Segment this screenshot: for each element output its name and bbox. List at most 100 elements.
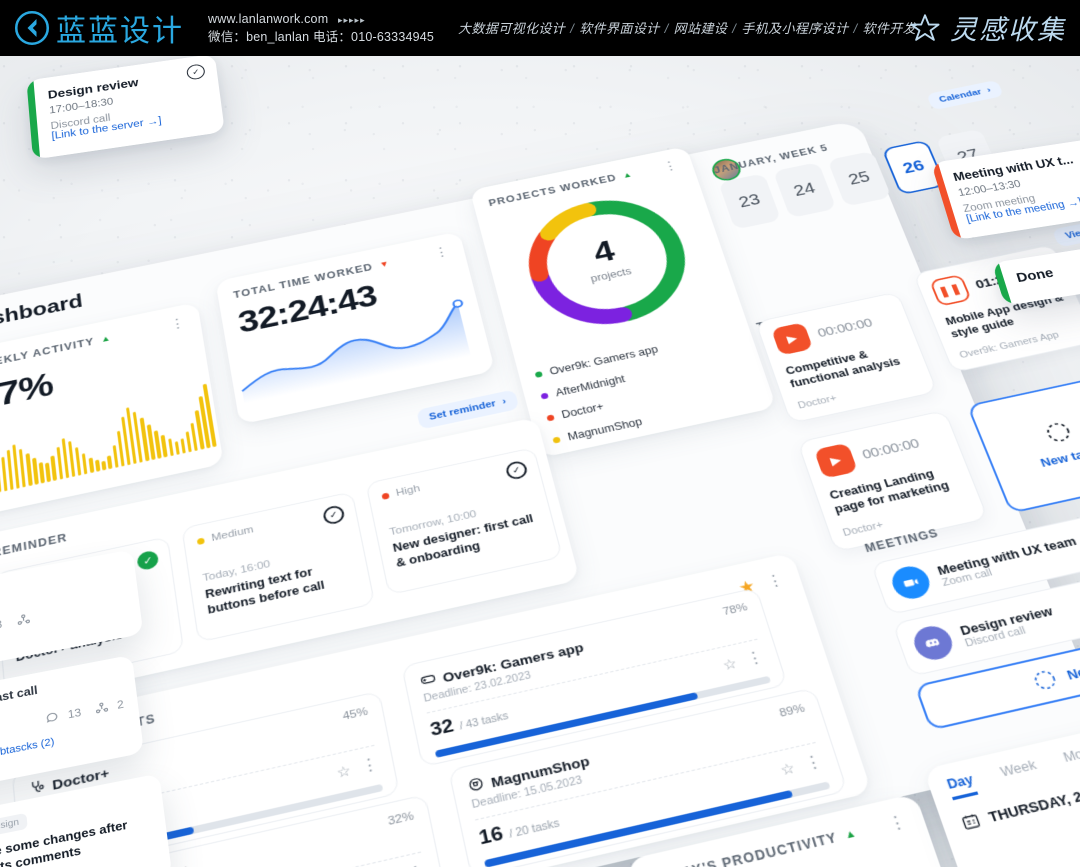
project-percent: 78% — [721, 601, 749, 618]
separator: / — [664, 21, 669, 36]
chevron-right-icon: › — [501, 396, 508, 407]
check-circle-icon[interactable]: ✓ — [321, 504, 346, 526]
plus-circle-dashed-icon — [1041, 419, 1076, 446]
legend-color-dot — [546, 413, 555, 422]
activity-bar — [107, 455, 113, 470]
calendar-day-23[interactable]: 23 — [718, 173, 782, 230]
banner-contact: www.lanlanwork.com ▸▸▸▸▸ 微信：ben_lanlan 电… — [208, 10, 434, 46]
projects-donut-chart: 4 projects — [500, 176, 719, 351]
activity-bar — [160, 434, 168, 458]
activity-bar — [74, 446, 82, 476]
calendar-icon — [958, 811, 983, 833]
activity-bar — [38, 461, 45, 484]
project-percent: 32% — [386, 809, 415, 829]
chevron-right-icon: › — [985, 85, 993, 95]
activity-bar — [95, 459, 101, 472]
banner-right-brand: 灵感收集 — [908, 8, 1066, 47]
project-percent: 45% — [341, 705, 369, 723]
separator: / — [853, 21, 858, 36]
banner-service-item: 网站建设 — [673, 21, 728, 36]
play-button[interactable]: ▶ — [813, 442, 859, 479]
activity-bar — [0, 463, 2, 493]
banner-service-item: 软件开发 — [862, 21, 917, 36]
task-card[interactable]: ▶ 00:00:00 Competitive & functional analys… — [755, 291, 938, 424]
kanban-share-count: 2 — [116, 697, 125, 712]
activity-bar — [50, 455, 58, 482]
play-button[interactable]: ▶ — [771, 322, 814, 356]
recent-projects-menu-icon[interactable]: ⋮ — [764, 571, 786, 591]
check-circle-icon[interactable]: ✓ — [504, 459, 529, 481]
task-timer: 00:00:00 — [815, 315, 875, 340]
task-project: Doctor+ — [796, 393, 839, 412]
legend-label: MagnumShop — [566, 415, 644, 443]
comment-icon[interactable] — [44, 709, 62, 727]
legend-label: AfterMidnight — [554, 373, 627, 399]
floating-card-design-review[interactable]: ✓ Design review 17:00–18:30 Discord call… — [26, 53, 225, 160]
projects-worked-menu-icon[interactable]: ⋮ — [661, 158, 679, 174]
project-menu-icon[interactable]: ⋮ — [802, 751, 825, 773]
activity-bar — [32, 457, 39, 485]
activity-bar — [56, 446, 64, 480]
dashboard-plate: 3 — [0, 79, 1080, 867]
separator: / — [732, 21, 737, 36]
activity-bar — [153, 430, 162, 459]
activity-bar — [67, 440, 76, 478]
legend-color-dot — [552, 436, 561, 444]
banner-service-item: 大数据可视化设计 — [458, 21, 566, 36]
total-time-menu-icon[interactable]: ⋮ — [432, 244, 450, 260]
calendar-day-24[interactable]: 24 — [772, 162, 837, 219]
separator: / — [570, 21, 575, 36]
star-outline-icon[interactable]: ☆ — [335, 761, 352, 781]
project-menu-icon[interactable]: ⋮ — [744, 648, 766, 668]
tab-month[interactable]: Month — [1061, 742, 1080, 766]
svg-text:4: 4 — [590, 235, 619, 270]
share-icon[interactable] — [93, 699, 111, 717]
activity-bar — [0, 456, 8, 492]
check-filled-icon[interactable]: ✓ — [136, 549, 160, 572]
reminder-priority: Medium — [196, 505, 343, 547]
reminder-card-item[interactable]: ✓ Medium Today, 16:00 Rewriting text for bu… — [181, 491, 376, 643]
gamepad-icon — [419, 671, 439, 692]
banner-service-item: 手机及小程序设计 — [741, 21, 849, 36]
priority-dot — [381, 492, 390, 500]
activity-bar — [112, 444, 119, 468]
share-icon[interactable] — [15, 611, 33, 628]
inspiration-star-icon — [910, 13, 940, 41]
status-stripe — [26, 79, 41, 160]
activity-bar — [45, 462, 51, 483]
weekly-activity-menu-icon[interactable]: ⋮ — [169, 315, 186, 332]
activity-bar — [174, 441, 180, 455]
svg-text:projects: projects — [590, 266, 633, 284]
activity-bar — [25, 453, 33, 487]
trend-up-icon: ▲ — [842, 827, 858, 842]
banner-logo-text: 蓝蓝设计 — [56, 15, 184, 48]
activity-bar — [180, 437, 186, 454]
calendar-day-25[interactable]: 25 — [827, 150, 892, 207]
productivity-menu-icon[interactable]: ⋮ — [885, 811, 909, 834]
star-outline-icon[interactable]: ☆ — [777, 758, 797, 779]
floating-done-title: Done — [1014, 265, 1056, 286]
calendar-button[interactable]: Calendar › — [926, 79, 1005, 111]
legend-color-dot — [534, 370, 543, 378]
projects-worked-card: PROJECTS WORKED ▲ ⋮ 4 projects Over9 — [469, 146, 852, 458]
activity-bar — [185, 431, 193, 453]
lanlan-logo-icon — [15, 10, 49, 46]
project-task-total: / 43 tasks — [458, 709, 510, 733]
project-menu-icon[interactable]: ⋮ — [359, 754, 380, 776]
activity-bar — [88, 457, 94, 474]
check-circle-icon[interactable]: ✓ — [186, 63, 206, 81]
banner-right-brand-text: 灵感收集 — [950, 15, 1066, 45]
star-outline-icon[interactable]: ☆ — [720, 654, 739, 673]
total-time-worked-card: TOTAL TIME WORKED ▼ ⋮ 32:24:43 — [215, 231, 496, 425]
banner-services: 大数据可视化设计 / 软件界面设计 / 网站建设 / 手机及小程序设计 / 软件开发 — [458, 18, 916, 37]
banner-website: www.lanlanwork.com — [208, 11, 329, 26]
pause-button[interactable]: ❚❚ — [929, 274, 972, 307]
priority-dot — [196, 537, 205, 545]
trend-up-icon: ▲ — [621, 170, 633, 180]
task-timer: 00:00:00 — [860, 435, 922, 462]
cart-icon — [466, 775, 487, 797]
kanban-comment-count: 13 — [67, 705, 82, 722]
plus-circle-dashed-icon — [1029, 667, 1061, 694]
zoom-icon — [887, 563, 935, 603]
